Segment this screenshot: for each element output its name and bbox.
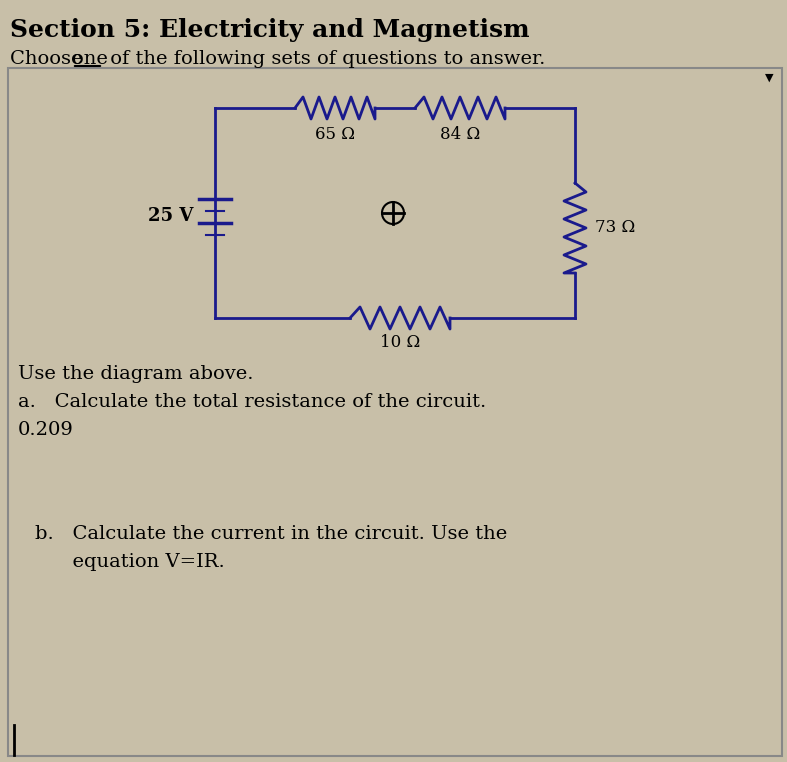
Text: of the following sets of questions to answer.: of the following sets of questions to an… [104,50,545,68]
Text: Choose: Choose [10,50,89,68]
Text: 0.209: 0.209 [18,421,74,439]
Text: 73 Ω: 73 Ω [595,219,635,236]
Text: a.   Calculate the total resistance of the circuit.: a. Calculate the total resistance of the… [18,393,486,411]
Text: equation V=IR.: equation V=IR. [35,553,225,571]
Text: 10 Ω: 10 Ω [380,334,420,351]
Text: one: one [72,50,108,68]
Text: 84 Ω: 84 Ω [440,126,480,143]
Text: Section 5: Electricity and Magnetism: Section 5: Electricity and Magnetism [10,18,530,42]
Text: 65 Ω: 65 Ω [315,126,355,143]
Text: Use the diagram above.: Use the diagram above. [18,365,253,383]
Text: 25 V: 25 V [148,207,193,225]
Text: ▼: ▼ [764,73,773,83]
Text: b.   Calculate the current in the circuit. Use the: b. Calculate the current in the circuit.… [35,525,508,543]
